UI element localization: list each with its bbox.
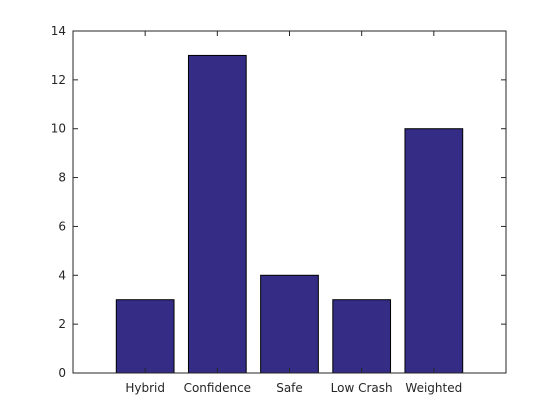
x-tick-label: Low Crash: [331, 381, 393, 395]
y-tick-label: 2: [58, 317, 66, 331]
y-tick-label: 10: [51, 122, 66, 136]
x-tick-label: Confidence: [184, 381, 251, 395]
bars-group: [115, 54, 464, 374]
y-tick-label: 14: [51, 24, 66, 38]
ticks-group: [73, 30, 506, 374]
y-tick-label: 12: [51, 73, 66, 87]
bar-hybrid: [115, 299, 175, 374]
y-tick-label: 8: [58, 171, 66, 185]
bar-confidence: [187, 54, 247, 374]
x-tick-label: Weighted: [405, 381, 462, 395]
bar-safe: [260, 274, 319, 374]
x-tick-label: Hybrid: [125, 381, 165, 395]
x-tick-label: Safe: [276, 381, 303, 395]
tick-labels-group: Hybrid Confidence Safe Low Crash Weighted 0 2 4…: [51, 24, 463, 395]
y-tick-label: 4: [58, 268, 66, 282]
bar-weighted: [404, 128, 464, 374]
bar-low-crash: [332, 299, 392, 374]
y-tick-label: 6: [58, 219, 66, 233]
y-tick-label: 0: [58, 366, 66, 380]
